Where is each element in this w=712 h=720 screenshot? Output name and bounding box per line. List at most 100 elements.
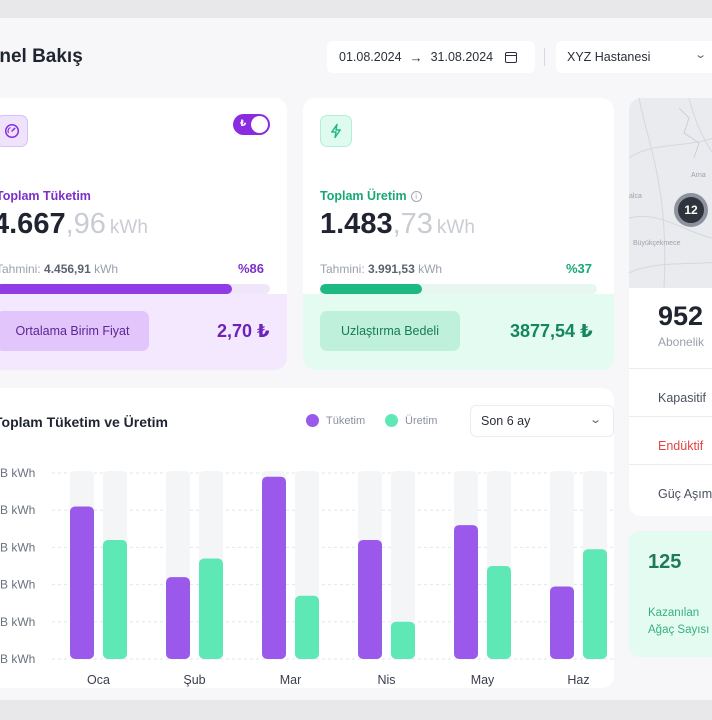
- consumption-production-chart-card: Toplam Tüketim ve Üretim Tüketim Üretim …: [0, 388, 614, 688]
- legend-production-label: Üretim: [405, 414, 438, 427]
- production-progress: [320, 284, 597, 294]
- arrow-right-icon: →: [409, 49, 423, 65]
- y-tick-label: B kWh: [0, 615, 35, 629]
- toggle-currency-symbol: ₺: [240, 118, 247, 128]
- toggle-knob: [251, 116, 268, 133]
- map-label: alca: [629, 193, 642, 200]
- bar-consumption[interactable]: [166, 577, 190, 659]
- production-label-text: Toplam Üretim: [320, 189, 407, 203]
- consumption-estimate-label: Tahmini:: [0, 262, 41, 276]
- y-tick-label: B kWh: [0, 578, 35, 592]
- production-estimate-value: 3.991,53: [368, 262, 415, 276]
- subscription-count: 952: [658, 301, 704, 331]
- production-card: Toplam Üretim i 1.483,73 kWh Tahmini: 3.99…: [303, 98, 614, 370]
- production-estimate: Tahmini: 3.991,53 kWh: [320, 262, 442, 276]
- legend-consumption[interactable]: Tüketim: [306, 414, 365, 427]
- map-label: Arna: [691, 172, 706, 179]
- date-end: 31.08.2024: [430, 50, 494, 64]
- consumption-progress-fill: [0, 284, 232, 294]
- chevron-down-icon: ⌄: [694, 49, 708, 61]
- consumption-value-int: 4.667: [0, 208, 66, 240]
- bar-consumption[interactable]: [454, 525, 478, 659]
- map-cluster-marker[interactable]: 12: [674, 193, 708, 227]
- bar-consumption[interactable]: [262, 476, 286, 659]
- production-estimate-label: Tahmini:: [320, 262, 365, 276]
- bar-consumption[interactable]: [70, 506, 94, 659]
- consumption-footer: Ortalama Birim Fiyat 2,70 ₺: [0, 294, 287, 370]
- map[interactable]: Arna alca Büyükçekmece 12: [629, 98, 712, 288]
- production-percent: %37: [566, 261, 593, 276]
- hospital-select-value: XYZ Hastanesi: [567, 50, 651, 64]
- bar-production[interactable]: [295, 595, 319, 659]
- info-icon[interactable]: i: [410, 191, 422, 202]
- legend-consumption-label: Tüketim: [326, 414, 366, 427]
- legend-consumption-dot: [306, 414, 319, 427]
- consumption-estimate-unit: kWh: [94, 262, 119, 276]
- map-roads: [629, 98, 712, 288]
- consumption-unit: kWh: [109, 217, 148, 238]
- trees-label-line2: Ağaç Sayısı: [648, 624, 710, 636]
- trees-card: 125 Kazanılan Ağaç Sayısı: [629, 531, 712, 657]
- production-value: 1.483,73 kWh: [320, 208, 475, 241]
- bar-chart: B kWh B kWh B kWh B kWh B kWh B kWh Oca Şub Mar N…: [0, 466, 614, 687]
- x-tick-label: Haz: [567, 673, 589, 687]
- header-divider: [544, 48, 545, 66]
- settlement-fee-amount: 3877,54 ₺: [510, 321, 593, 341]
- x-tick-label: Şub: [183, 673, 205, 687]
- divider: [629, 416, 712, 417]
- bar-production[interactable]: [583, 549, 607, 659]
- production-unit: kWh: [436, 217, 475, 238]
- consumption-percent: %86: [238, 261, 265, 276]
- period-select[interactable]: Son 6 ay ⌄: [470, 405, 614, 437]
- average-unit-price-amount: 2,70 ₺: [217, 321, 270, 341]
- bar-track: [391, 471, 415, 659]
- subscription-label: Abonelik: [658, 335, 705, 349]
- x-tick-label: May: [471, 673, 495, 687]
- production-value-decimal: ,73: [392, 208, 433, 240]
- bar-consumption[interactable]: [358, 539, 382, 659]
- production-label: Toplam Üretim i: [320, 189, 422, 203]
- map-card: Arna alca Büyükçekmece 12 952 Abonelik K…: [629, 98, 712, 516]
- y-tick-label: B kWh: [0, 652, 35, 666]
- calendar-icon: [505, 51, 518, 63]
- settlement-fee-button[interactable]: Uzlaştırma Bedeli: [320, 311, 460, 351]
- bar-production[interactable]: [487, 566, 511, 659]
- bar-production[interactable]: [199, 558, 223, 659]
- legend-production-dot: [385, 414, 398, 427]
- production-estimate-unit: kWh: [418, 262, 443, 276]
- bar-production[interactable]: [103, 539, 127, 659]
- power-exceed-item[interactable]: Güç Aşımı: [658, 487, 712, 501]
- chevron-down-icon: ⌄: [589, 414, 603, 426]
- period-select-value: Son 6 ay: [481, 414, 531, 428]
- consumption-progress: [0, 284, 270, 294]
- average-unit-price-button[interactable]: Ortalama Birim Fiyat: [0, 311, 149, 351]
- divider: [629, 368, 712, 369]
- inductive-item[interactable]: Endüktif: [658, 439, 704, 453]
- lightning-icon: [320, 115, 352, 147]
- hospital-select[interactable]: XYZ Hastanesi ⌄: [556, 41, 712, 73]
- bar-consumption[interactable]: [550, 586, 574, 659]
- consumption-value-decimal: ,96: [65, 208, 106, 240]
- consumption-card: ₺ Toplam Tüketim 4.667,96 kWh Tahmini: 4.…: [0, 98, 287, 370]
- currency-toggle[interactable]: ₺: [233, 114, 270, 135]
- chart-title: Toplam Tüketim ve Üretim: [0, 414, 169, 430]
- trees-label-line1: Kazanılan: [648, 607, 700, 619]
- map-label: Büyükçekmece: [633, 240, 681, 247]
- consumption-value: 4.667,96 kWh: [0, 208, 148, 241]
- dashboard-frame: Genel Bakış 01.08.2024 → 31.08.2024 XYZ …: [0, 18, 712, 700]
- y-tick-label: B kWh: [0, 540, 35, 554]
- capacitive-item[interactable]: Kapasitif: [658, 391, 706, 405]
- x-tick-label: Oca: [87, 673, 110, 687]
- trees-count: 125: [648, 551, 682, 573]
- trees-label: Kazanılan Ağaç Sayısı: [648, 605, 709, 639]
- x-tick-label: Mar: [280, 673, 302, 687]
- page-header: Genel Bakış 01.08.2024 → 31.08.2024 XYZ …: [0, 18, 712, 96]
- y-tick-label: B kWh: [0, 466, 35, 480]
- date-range-picker[interactable]: 01.08.2024 → 31.08.2024: [327, 41, 535, 73]
- production-progress-fill: [320, 284, 423, 294]
- consumption-label: Toplam Tüketim: [0, 189, 91, 203]
- legend-production[interactable]: Üretim: [385, 414, 437, 427]
- consumption-estimate: Tahmini: 4.456,91 kWh: [0, 262, 118, 276]
- production-footer: Uzlaştırma Bedeli 3877,54 ₺: [303, 294, 614, 370]
- bar-production[interactable]: [391, 621, 415, 659]
